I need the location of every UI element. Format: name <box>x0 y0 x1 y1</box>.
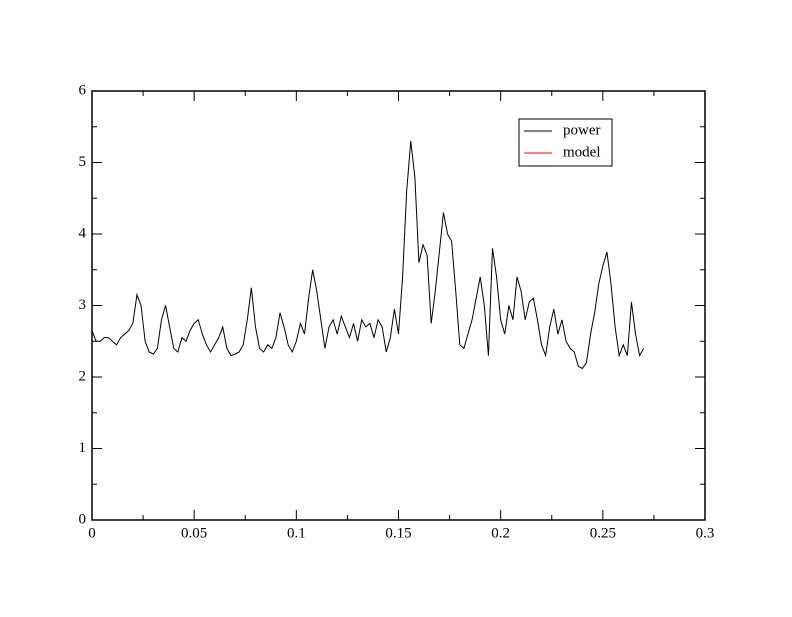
y-tick-label: 0 <box>79 511 87 527</box>
x-tick-label: 0.15 <box>385 525 411 541</box>
legend-box <box>518 118 613 167</box>
x-tick-label: 0.25 <box>590 525 616 541</box>
y-tick-label: 6 <box>79 82 87 98</box>
y-tick-label: 3 <box>79 297 87 313</box>
legend-label: power <box>563 122 601 138</box>
x-tick-label: 0.1 <box>287 525 306 541</box>
x-tick-label: 0.3 <box>696 525 715 541</box>
y-tick-label: 4 <box>79 225 87 241</box>
x-tick-label: 0 <box>88 525 96 541</box>
series-line <box>91 140 645 370</box>
y-tick-label: 5 <box>79 154 87 170</box>
x-tick-label: 0.2 <box>491 525 510 541</box>
y-tick-label: 2 <box>79 368 87 384</box>
x-tick-label: 0.05 <box>181 525 207 541</box>
legend-label: model <box>563 144 601 160</box>
y-tick-label: 1 <box>79 440 87 456</box>
